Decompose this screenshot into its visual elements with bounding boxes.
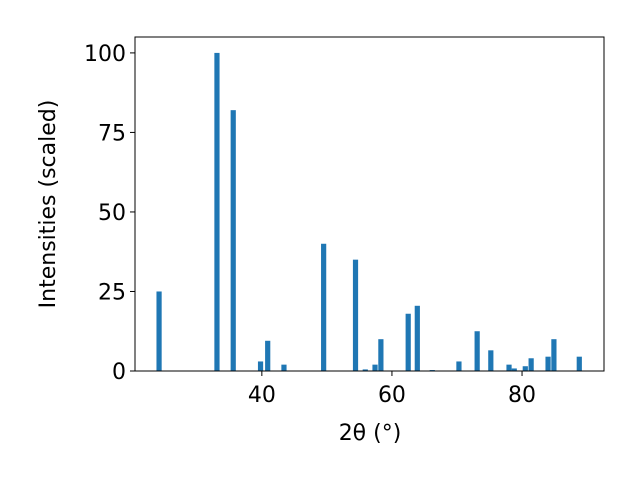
bar [352, 259, 359, 371]
bar [214, 52, 220, 372]
y-tick-label: 25 [98, 280, 126, 305]
bar [405, 313, 411, 371]
y-tick-label: 50 [98, 201, 126, 226]
bar [576, 356, 582, 371]
plot-frame [134, 36, 605, 372]
bar [321, 243, 327, 371]
bar [506, 364, 512, 371]
bar [281, 364, 287, 371]
bar [488, 350, 494, 371]
bar [456, 361, 462, 371]
bar [257, 361, 264, 371]
bar [511, 368, 517, 371]
bar [522, 366, 528, 371]
bar [265, 340, 271, 371]
bar [378, 339, 384, 371]
bar [372, 364, 378, 371]
bar [230, 110, 236, 372]
bar [528, 358, 534, 371]
y-tick-label: 0 [112, 360, 126, 385]
y-tick-label: 75 [98, 121, 126, 146]
x-tick-label: 40 [248, 383, 276, 408]
x-tick-label: 60 [378, 383, 406, 408]
bar [362, 369, 368, 371]
bar [156, 291, 162, 371]
y-tick-label: 100 [84, 42, 126, 67]
bar [545, 356, 551, 371]
y-axis-label: Intensities (scaled) [36, 100, 61, 309]
x-axis-label: 2θ (°) [339, 421, 402, 446]
x-tick-label: 80 [508, 383, 536, 408]
bar [474, 331, 480, 371]
bar [551, 339, 557, 371]
bar [414, 305, 420, 371]
